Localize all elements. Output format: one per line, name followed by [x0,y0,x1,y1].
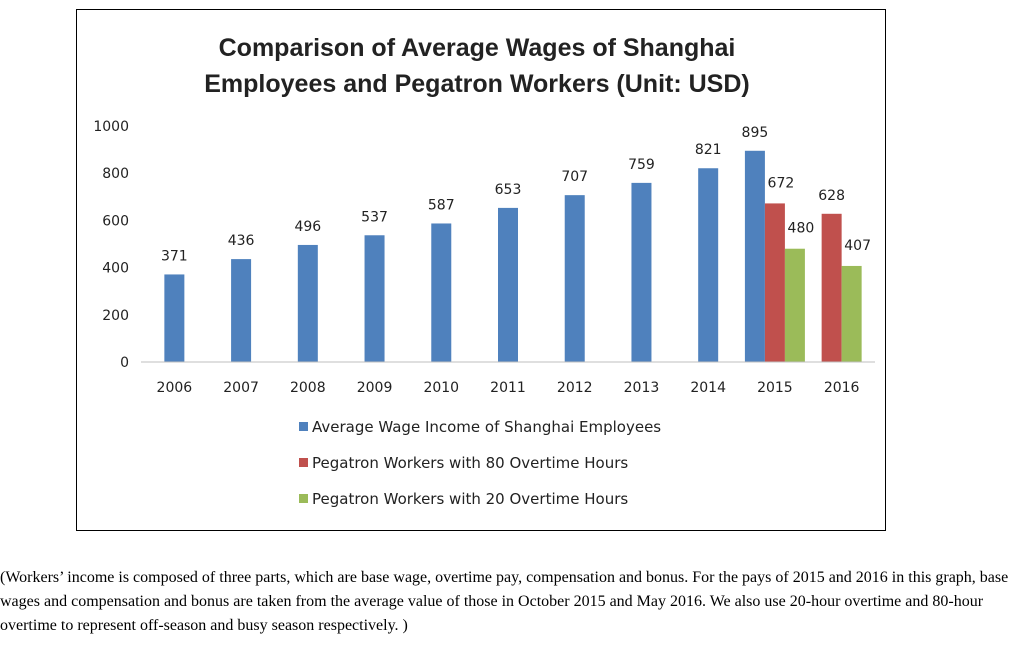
caption-text: (Workers’ income is composed of three pa… [0,569,1009,634]
bar-series-1-2007 [231,259,252,362]
data-label: 496 [294,219,321,235]
bar-series-1-2014 [698,168,719,362]
bar-series-1-2010 [431,223,452,362]
legend-label-3: Pegatron Workers with 20 Overtime Hours [312,490,628,508]
data-label: 407 [844,238,871,254]
bar-series-1-2013 [631,182,652,362]
data-label: 895 [742,125,769,141]
bar-series-2-2015 [764,203,785,362]
x-tick-label: 2016 [824,380,860,396]
bar-series-1-2015 [744,150,765,362]
x-tick-label: 2008 [290,380,326,396]
legend: Average Wage Income of Shanghai Employee… [299,418,661,508]
chart-frame: Comparison of Average Wages of Shanghai … [76,9,886,531]
bar-series-1-2008 [297,244,318,362]
x-tick-label: 2011 [490,380,526,396]
legend-swatch-2 [299,458,308,467]
x-tick-label: 2012 [557,380,593,396]
x-tick-label: 2014 [690,380,726,396]
y-tick-label: 200 [102,308,129,324]
data-label: 628 [818,188,845,204]
bar-series-1-2011 [498,207,518,362]
legend-swatch-1 [299,422,308,431]
x-tick-label: 2009 [357,380,393,396]
legend-label-2: Pegatron Workers with 80 Overtime Hours [312,454,628,472]
data-label: 371 [161,248,188,264]
data-label: 707 [561,169,588,185]
data-label: 436 [228,233,255,249]
x-axis: 2006 2007 2008 2009 2010 2011 2012 2013 2014 2015… [157,380,860,396]
x-tick-label: 2007 [223,380,259,396]
x-tick-label: 2006 [157,380,193,396]
data-label: 821 [695,142,722,158]
y-tick-label: 0 [120,355,129,371]
data-label: 759 [628,157,655,173]
x-tick-label: 2015 [757,380,793,396]
x-tick-label: 2013 [624,380,660,396]
data-label: 537 [361,209,388,225]
data-label: 672 [768,175,795,191]
legend-swatch-3 [299,494,308,503]
chart-title-line-2: Employees and Pegatron Workers (Unit: US… [204,70,749,98]
bar-series-1-2006 [164,274,185,362]
y-tick-label: 600 [102,213,129,229]
bar-series-1-2012 [564,195,585,362]
y-tick-label: 400 [102,261,129,277]
y-tick-label: 800 [102,166,129,182]
bar-series-3-2016 [841,265,862,362]
data-label: 480 [788,221,815,237]
data-label: 653 [495,182,522,198]
legend-label-1: Average Wage Income of Shanghai Employee… [312,418,661,436]
data-label: 587 [428,197,455,213]
x-tick-label: 2010 [423,380,459,396]
bar-series-3-2015 [784,248,805,362]
chart-title-line-1: Comparison of Average Wages of Shanghai [219,34,736,62]
data-labels-group: 371 436 496 537 587 653 707 759 821 895 672 480 628 4… [161,125,871,265]
bar-chart: Comparison of Average Wages of Shanghai … [93,34,875,508]
y-tick-label: 1000 [93,119,129,135]
y-axis: 0 200 400 600 800 1000 [93,119,129,371]
bar-series-2-2016 [821,213,842,362]
bar-series-1-2009 [364,235,385,362]
bars-group [164,150,862,362]
